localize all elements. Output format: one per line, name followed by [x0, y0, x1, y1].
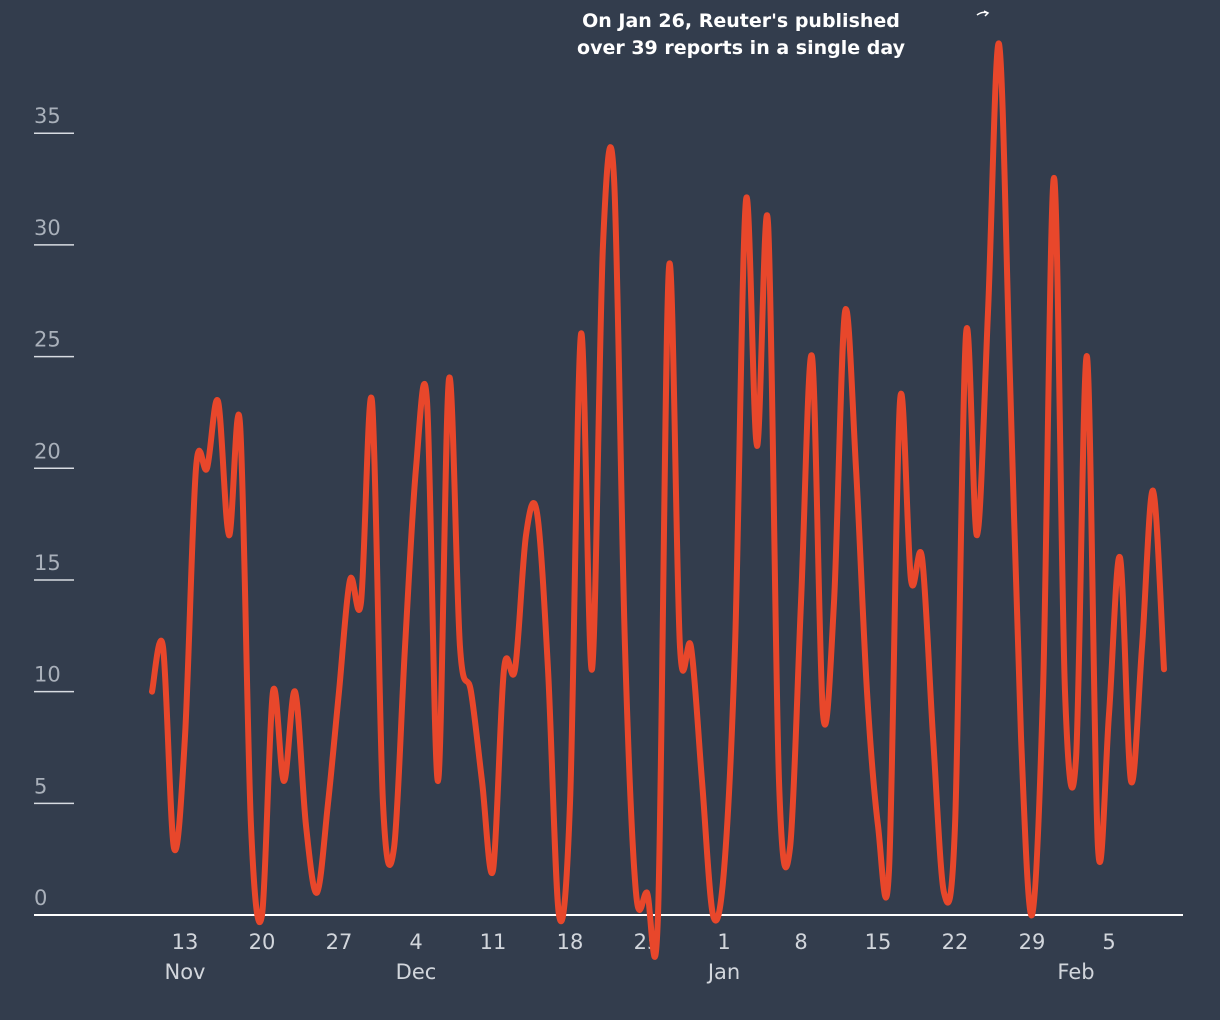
x-tick-label: 18	[557, 930, 584, 954]
annotation-line: over 39 reports in a single day	[577, 37, 906, 59]
y-tick-label: 10	[34, 663, 61, 687]
annotation-line: On Jan 26, Reuter's published	[582, 10, 900, 32]
x-tick-label: 8	[794, 930, 807, 954]
x-tick-label: 15	[865, 930, 892, 954]
x-tick-label: 29	[1019, 930, 1046, 954]
x-tick-label: 20	[249, 930, 276, 954]
y-tick-label: 25	[34, 328, 61, 352]
month-label: Jan	[706, 960, 740, 984]
line	[149, 40, 1167, 960]
x-tick-label: 5	[1102, 930, 1115, 954]
month-label: Nov	[165, 960, 206, 984]
y-tick-label: 15	[34, 551, 61, 575]
x-tick-label: 1	[717, 930, 730, 954]
x-tick-label: 13	[172, 930, 199, 954]
x-tick-label: 27	[326, 930, 353, 954]
y-tick-label: 5	[34, 774, 47, 798]
y-tick-label: 20	[34, 439, 61, 463]
y-tick-label: 30	[34, 216, 61, 240]
x-tick-label: 11	[480, 930, 507, 954]
y-tick-label: 0	[34, 886, 47, 910]
x-tick-label: 22	[942, 930, 969, 954]
month-label: Feb	[1057, 960, 1094, 984]
y-tick-label: 35	[34, 104, 61, 128]
annotation-arrow	[976, 10, 990, 17]
month-label: Dec	[396, 960, 437, 984]
x-tick-label: 4	[409, 930, 422, 954]
